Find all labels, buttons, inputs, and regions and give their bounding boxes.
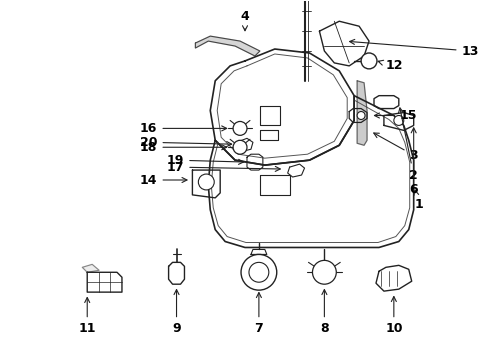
Circle shape: [357, 112, 365, 120]
Text: 12: 12: [378, 59, 403, 72]
Text: 1: 1: [414, 190, 423, 211]
Circle shape: [394, 116, 404, 125]
Circle shape: [361, 53, 377, 69]
Circle shape: [241, 255, 277, 290]
Text: 20: 20: [140, 136, 232, 149]
Text: 2: 2: [398, 108, 418, 181]
Text: 18: 18: [140, 141, 227, 154]
Text: 4: 4: [241, 10, 249, 31]
Text: 16: 16: [140, 122, 227, 135]
Text: 14: 14: [140, 174, 187, 186]
Polygon shape: [196, 36, 260, 56]
Polygon shape: [82, 264, 99, 272]
Text: 6: 6: [409, 128, 418, 197]
Text: 8: 8: [320, 289, 329, 336]
Text: 5: 5: [0, 359, 1, 360]
Text: 15: 15: [374, 109, 417, 122]
Text: 19: 19: [167, 154, 244, 167]
Circle shape: [233, 140, 247, 154]
Text: 11: 11: [78, 297, 96, 336]
Circle shape: [233, 121, 247, 135]
Text: 9: 9: [172, 289, 181, 336]
Text: 17: 17: [167, 161, 280, 174]
Text: 7: 7: [254, 293, 263, 336]
Circle shape: [198, 174, 214, 190]
Text: 13: 13: [350, 39, 479, 58]
Text: 10: 10: [385, 297, 403, 336]
Text: 3: 3: [374, 133, 418, 162]
Circle shape: [249, 262, 269, 282]
Circle shape: [313, 260, 336, 284]
Polygon shape: [357, 81, 367, 145]
